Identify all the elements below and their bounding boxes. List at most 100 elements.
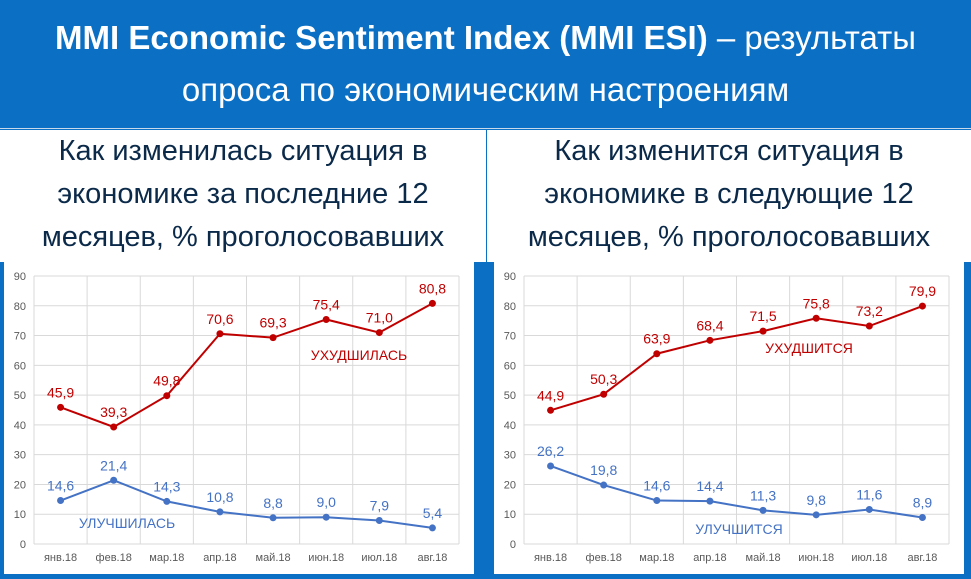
right-chart-data-label: 9,8 [806,492,826,508]
left-chart-series-line-0 [60,302,433,429]
left-chart-y-tick-label: 50 [14,390,26,402]
right-chart-x-tick-label: май.18 [746,552,781,564]
left-chart-x-tick-label: май.18 [256,552,291,564]
left-heading-line-3: месяцев, % проголосовавших [41,221,445,253]
right-chart-data-point [918,513,926,521]
title-bold: MMI Economic Sentiment Index (MMI ESI) [55,19,708,56]
right-chart-y-tick-label: 20 [504,479,516,491]
left-chart-y-tick-label: 30 [14,450,26,462]
page-subtitle: опроса по экономическим настроениям [181,71,790,108]
right-heading-line-3: месяцев, % проголосовавших [527,221,931,253]
right-heading-line-2: экономике в следующие 12 [544,178,914,210]
right-chart-data-point [918,302,926,310]
left-chart-data-label: 5,4 [423,505,443,521]
right-chart-data-label: 73,2 [856,303,883,319]
left-chart-data-point [57,403,65,411]
left-chart-x-tick-label: фев.18 [96,552,132,564]
right-chart-y-tick-label: 90 [504,271,516,283]
left-chart-data-point [163,497,171,505]
right-chart-series-line-1 [550,465,923,519]
right-chart-data-label: 68,4 [696,317,723,333]
right-chart-data-label: 44,9 [537,387,564,403]
right-chart-data-point [653,350,661,358]
right-chart-data-label: 19,8 [590,462,617,478]
left-chart-x-tick-label: янв.18 [44,552,77,564]
left-chart-data-point [322,513,330,521]
left-chart-data-point [216,330,224,338]
left-chart-svg: 0 10 20 30 40 50 60 70 80 90 янв.18 фев.18 мар.18 апр… [14,271,460,564]
left-chart-data-point [163,392,171,400]
left-chart-data-label: 71,0 [366,310,393,326]
left-chart-data-point [269,514,277,522]
left-chart-y-tick-label: 20 [14,479,26,491]
left-chart-data-label: 9,0 [316,494,336,510]
left-chart-x-tick-label: авг.18 [417,552,447,564]
right-chart-x-tick-label: мар.18 [639,552,674,564]
left-chart-y-tick-label: 90 [14,271,26,283]
left-chart-x-tick-label: июн.18 [308,552,344,564]
left-chart-y-tick-label: 70 [14,331,26,343]
left-chart-data-label: 75,4 [313,296,340,312]
right-chart-data-label: 71,5 [749,308,776,324]
right-chart-x-tick-label: авг.18 [907,552,937,564]
right-chart-data-point [547,462,555,470]
left-chart-y-tick-label: 80 [14,301,26,313]
right-heading-line-1: Как изменится ситуация в [554,135,904,167]
left-chart-data-point [428,524,436,532]
page-title: MMI Economic Sentiment Index (MMI ESI) –… [0,18,971,58]
left-chart-data-label: 70,6 [206,311,233,327]
right-chart-data-point [547,406,555,414]
left-chart-data-label: 10,8 [206,489,233,505]
left-chart-data-point [428,299,436,307]
left-chart-y-tick-label: 40 [14,420,26,432]
right-chart-data-point [600,390,608,398]
left-chart-data-label: 14,3 [153,478,180,494]
left-chart-series-line-1 [60,479,433,529]
right-chart-data-point [600,481,608,489]
left-chart: 0 10 20 30 40 50 60 70 80 90 янв.18 фев.18 мар.18 апр… [4,262,474,574]
left-chart-data-point [322,315,330,323]
left-chart-data-label: 8,8 [263,495,283,511]
right-chart-data-point [759,506,767,514]
left-chart-x-tick-label: апр.18 [203,552,236,564]
right-chart-data-label: 75,8 [803,295,830,311]
right-chart-x-tick-label: фев.18 [586,552,622,564]
right-chart-y-tick-label: 70 [504,331,516,343]
left-chart-data-point [375,329,383,337]
left-heading-line-2: экономике за последние 12 [57,178,429,210]
left-chart-data-label: 7,9 [370,497,390,513]
left-chart-data-point [216,508,224,516]
right-chart-data-label: 79,9 [909,283,936,299]
right-chart-y-tick-label: 60 [504,360,516,372]
left-chart-data-point [269,334,277,342]
left-chart-x-tick-label: июл.18 [361,552,397,564]
right-panel-heading: Как изменится ситуация в экономике в сле… [487,130,971,262]
left-chart-data-point [57,497,65,505]
right-chart-data-point [653,497,661,505]
left-chart-data-label: 14,6 [47,478,74,494]
right-chart-y-tick-label: 80 [504,301,516,313]
right-chart-data-point [706,497,714,505]
panel-separator [486,130,487,262]
right-chart-x-tick-label: янв.18 [534,552,567,564]
right-chart-series-name: УХУДШИТСЯ [765,340,853,356]
header: MMI Economic Sentiment Index (MMI ESI) –… [0,0,971,128]
right-chart-data-label: 26,2 [537,443,564,459]
right-chart-data-label: 14,6 [643,478,670,494]
right-chart-data-point [812,314,820,322]
right-chart-y-tick-label: 30 [504,450,516,462]
left-chart-x-tick-label: мар.18 [149,552,184,564]
right-chart-series-name: УЛУЧШИТСЯ [695,521,783,537]
right-chart-svg: 0 10 20 30 40 50 60 70 80 90 янв.18 фев.18 мар.18 апр… [504,271,950,564]
right-chart-data-point [759,327,767,335]
right-chart-x-tick-label: апр.18 [693,552,726,564]
right-chart-data-label: 11,3 [750,487,776,503]
right-chart-y-tick-label: 40 [504,420,516,432]
left-chart-y-tick-label: 60 [14,360,26,372]
right-chart-data-point [812,511,820,519]
left-chart-data-label: 49,8 [153,373,180,389]
left-chart-series-name: УХУДШИЛАСЬ [311,347,407,363]
left-chart-data-label: 21,4 [100,457,127,473]
right-chart-data-point [865,505,873,513]
left-chart-y-tick-label: 10 [14,509,26,521]
